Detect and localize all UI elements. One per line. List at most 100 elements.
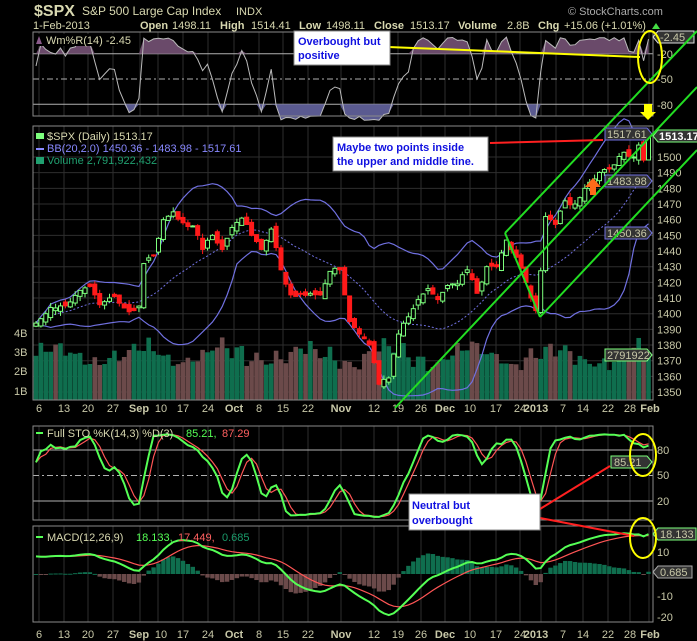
volume-bar — [200, 349, 205, 400]
sto-highlight-circle — [629, 433, 657, 477]
quote-date: 1-Feb-2013 — [33, 20, 90, 32]
open-label: Open — [140, 20, 168, 32]
volume-bar — [229, 358, 235, 400]
macd-panel — [32, 525, 654, 623]
date-tick-label: Oct — [225, 629, 244, 641]
date-tick-label: Sep — [129, 403, 149, 415]
volume-bar — [215, 347, 220, 400]
macd-histogram-bar — [171, 556, 176, 574]
volume-bar — [396, 347, 401, 400]
macd-histogram-bar — [597, 564, 602, 574]
volume-bar — [224, 348, 230, 400]
volume-bar — [450, 355, 455, 400]
bb-lower-tag-text: 1450.36 — [607, 228, 647, 240]
tick-label: 10 — [657, 547, 669, 559]
volume-bar — [58, 343, 63, 400]
macd-histogram-bar — [523, 574, 529, 576]
wr-note-box — [293, 30, 391, 66]
volume-bar — [166, 354, 171, 400]
candle-body — [151, 254, 157, 257]
price-tick-label: 1350 — [657, 387, 681, 399]
price-tick-label: 1460 — [657, 215, 681, 227]
trend-line-handle — [504, 232, 541, 318]
candle-body — [361, 336, 367, 340]
date-tick-label: 17 — [177, 629, 189, 641]
candle-body — [489, 262, 495, 267]
macd-histogram-bar — [376, 574, 382, 592]
volume-bar — [548, 343, 553, 400]
candle-body — [82, 287, 88, 294]
volume-bar — [141, 350, 147, 400]
date-tick-label: Dec — [435, 403, 455, 415]
sto-note-box — [408, 493, 541, 531]
macd-histogram-bar — [38, 574, 44, 575]
date-tick-label: 24 — [514, 629, 526, 641]
date-axis: 6 13 20 27 Sep 10 17 24 Oct 8 15 22 Nov 12 19 26 Dec 10 17… — [36, 403, 660, 641]
candle-body — [543, 216, 549, 272]
candle-body — [356, 328, 362, 335]
candle-body — [552, 219, 558, 225]
volume-bar — [63, 355, 68, 400]
macd-histogram-bar — [327, 574, 333, 578]
macd-histogram-bar — [102, 574, 107, 579]
volume-bar — [259, 360, 264, 400]
macd-signal-value: 17.449, — [178, 532, 215, 544]
volume-bar — [440, 359, 445, 400]
wr-value-tag-text: -2.45 — [660, 32, 685, 44]
candle-body — [430, 287, 436, 295]
wr-oversold-fill — [36, 104, 649, 121]
price-tick-label: 1390 — [657, 324, 681, 336]
volume-bar — [195, 361, 200, 400]
date-tick-label: 26 — [415, 629, 427, 641]
macd-histogram-bar — [273, 574, 279, 582]
macd-histogram-bar — [33, 574, 39, 575]
price-tick-label: 1450 — [657, 230, 681, 242]
macd-histogram-bar — [357, 574, 362, 585]
candle-body — [131, 307, 137, 312]
candle-body — [597, 171, 602, 182]
date-tick-label: 10 — [464, 629, 476, 641]
macd-histogram-bar — [489, 566, 494, 574]
volume-bar — [509, 363, 514, 400]
volume-bar — [117, 361, 122, 400]
chg-value: +15.06 (+1.01%) — [564, 20, 646, 32]
candle-body — [33, 322, 39, 327]
symbol: $SPX — [34, 3, 75, 20]
volume-bar — [92, 357, 98, 400]
price-tick-label: 1410 — [657, 293, 681, 305]
wr-overbought-fill — [36, 37, 649, 54]
volume-legend: Volume 2,791,922,432 — [47, 155, 157, 167]
volume-bar — [587, 363, 592, 400]
macd-histogram-bar — [77, 572, 83, 574]
volume-bar — [87, 363, 93, 400]
candle-body — [136, 305, 142, 309]
candle-body — [244, 216, 250, 226]
exchange: INDX — [236, 6, 263, 18]
volume-bar — [357, 369, 362, 400]
candle-body — [606, 167, 612, 170]
trend-line-upper — [504, 30, 697, 234]
bollinger-lower-line — [35, 223, 649, 397]
candle-body — [435, 296, 441, 301]
volume-bar — [249, 361, 254, 400]
macd-histogram-bar — [82, 572, 88, 574]
macd-histogram-bar — [151, 567, 156, 574]
date-tick-label: Feb — [640, 629, 660, 641]
date-tick-label: 19 — [392, 629, 404, 641]
volume-bar — [303, 353, 308, 400]
macd-histogram-bar — [391, 574, 396, 585]
volume-bar — [161, 355, 166, 400]
macd-histogram-bar — [156, 563, 161, 574]
macd-highlight-circle — [629, 517, 657, 559]
macd-histogram-bar — [440, 556, 445, 574]
wr-pointer-line — [387, 46, 641, 58]
candle-body — [160, 219, 166, 240]
macd-histogram-bar — [166, 557, 171, 574]
macd-histogram-bar — [587, 562, 592, 574]
macd-histogram-bar — [533, 574, 538, 586]
macd-histogram-bar — [308, 574, 313, 590]
candle-body — [107, 297, 112, 302]
candle-body — [312, 290, 318, 296]
volume-bar — [264, 364, 269, 400]
